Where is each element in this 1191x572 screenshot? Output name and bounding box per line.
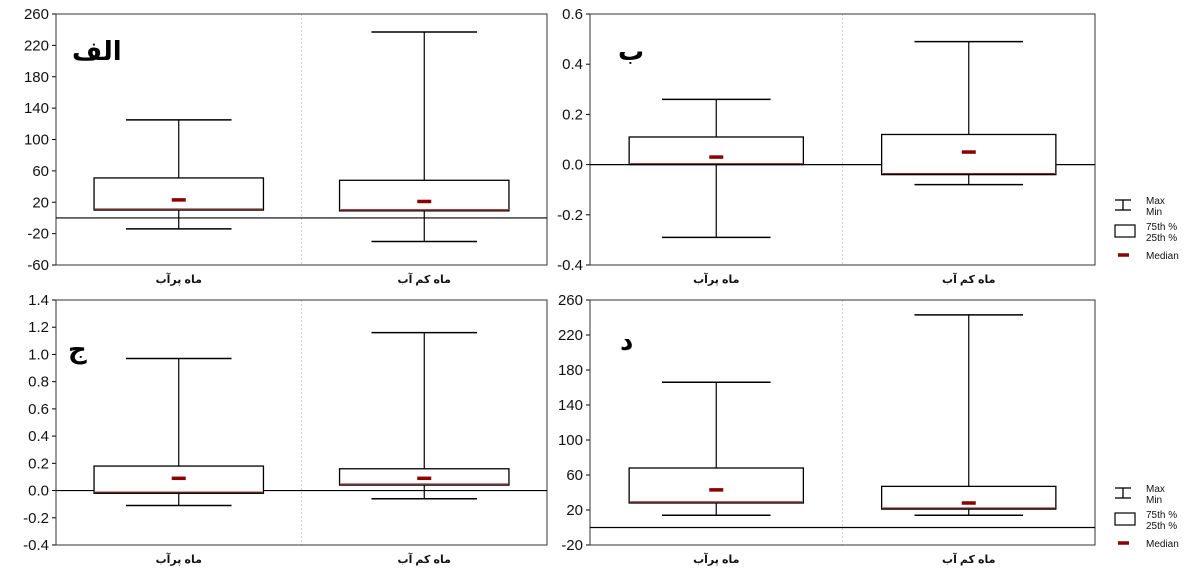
panel-letter: ب xyxy=(618,36,644,66)
y-tick-label: 220 xyxy=(558,327,583,344)
y-tick-label: 1.0 xyxy=(28,346,49,363)
y-tick-label: 20 xyxy=(32,194,49,211)
y-tick-label: 260 xyxy=(24,6,49,23)
y-tick-label: 180 xyxy=(24,69,49,86)
legend-median-label: Median xyxy=(1146,251,1179,262)
category-label: ماه کم آب xyxy=(942,552,995,566)
y-tick-label: -60 xyxy=(27,257,49,274)
chart-panel-2: 0.6 0.4 0.2 0.0 -0.2 -0.4 ماه پرآب ماه کم آب ب Ma… xyxy=(557,6,1179,286)
box-1: ماه پرآب xyxy=(93,119,265,286)
panel-letter: ج xyxy=(68,334,87,365)
legend-box-symbol xyxy=(1114,224,1136,238)
box-iqr xyxy=(93,177,265,211)
y-tick-label: 0.6 xyxy=(562,6,583,23)
legend-q3-label: 75th % xyxy=(1146,222,1177,233)
category-label: ماه پرآب xyxy=(693,272,739,286)
y-tick-label: 0.0 xyxy=(562,157,583,174)
legend-min-label: Min xyxy=(1146,207,1162,218)
y-tick-label: 100 xyxy=(558,432,583,449)
y-tick-label: -0.4 xyxy=(557,257,583,274)
y-tick-label: 260 xyxy=(558,292,583,309)
legend-box-symbol xyxy=(1114,512,1136,526)
y-tick-label: -0.4 xyxy=(23,537,49,554)
y-tick-label: 0.0 xyxy=(28,483,49,500)
y-tick-label: 60 xyxy=(566,467,583,484)
plot-frame xyxy=(589,13,1096,266)
y-tick-label: 0.2 xyxy=(28,455,49,472)
y-tick-label: 100 xyxy=(24,132,49,149)
legend-max-label: Max xyxy=(1146,484,1165,495)
legend-median-label: Median xyxy=(1146,539,1179,550)
category-label: ماه کم آب xyxy=(398,552,451,566)
box-1: ماه پرآب xyxy=(628,381,805,566)
y-tick-label: 140 xyxy=(558,397,583,414)
box-iqr xyxy=(628,136,805,166)
box-1: ماه پرآب xyxy=(93,357,265,566)
box-2: ماه کم آب xyxy=(880,40,1057,286)
y-tick-label: 0.6 xyxy=(28,401,49,418)
plot-frame xyxy=(589,299,1096,546)
legend-min-label: Min xyxy=(1146,495,1162,506)
chart-panel-1: 260 220 180 140 100 60 20 -20 -60 ماه پرآب ماه کم … xyxy=(24,6,548,286)
plot-frame xyxy=(55,299,548,546)
box-iqr xyxy=(880,485,1057,510)
y-tick-label: 60 xyxy=(32,163,49,180)
y-tick-label: 20 xyxy=(566,502,583,519)
legend-q3-label: 75th % xyxy=(1146,510,1177,521)
category-label: ماه کم آب xyxy=(398,272,451,286)
category-label: ماه پرآب xyxy=(156,272,202,286)
y-tick-label: -0.2 xyxy=(557,207,583,224)
legend-q1-label: 25th % xyxy=(1146,521,1177,532)
y-tick-label: 0.4 xyxy=(28,428,49,445)
y-tick-label: 0.4 xyxy=(562,56,583,73)
plot-frame xyxy=(55,13,548,266)
category-label: ماه کم آب xyxy=(942,272,995,286)
y-tick-label: 140 xyxy=(24,100,49,117)
y-tick-label: -20 xyxy=(561,537,583,554)
legend-max-label: Max xyxy=(1146,196,1165,207)
y-tick-label: 220 xyxy=(24,37,49,54)
category-label: ماه پرآب xyxy=(156,552,202,566)
box-2: ماه کم آب xyxy=(338,331,510,566)
legend-q1-label: 25th % xyxy=(1146,233,1177,244)
box-iqr xyxy=(880,133,1057,176)
category-label: ماه پرآب xyxy=(693,552,739,566)
box-2: ماه کم آب xyxy=(880,314,1057,566)
y-tick-label: 1.2 xyxy=(28,319,49,336)
y-tick-label: 1.4 xyxy=(28,292,49,309)
panel-letter: د xyxy=(620,326,633,356)
box-iqr xyxy=(338,179,510,212)
chart-panel-4: 260 220 180 140 100 60 20 -20 ماه پرآب ماه کم آب د… xyxy=(558,292,1179,566)
panel-letter: الف xyxy=(72,36,122,66)
box-2: ماه کم آب xyxy=(338,31,510,286)
box-iqr xyxy=(628,467,805,504)
y-tick-label: -20 xyxy=(27,226,49,243)
y-tick-label: -0.2 xyxy=(23,510,49,527)
y-tick-label: 180 xyxy=(558,362,583,379)
y-tick-label: 0.2 xyxy=(562,106,583,123)
y-tick-label: 0.8 xyxy=(28,374,49,391)
box-1: ماه پرآب xyxy=(628,98,805,286)
chart-panel-3: 1.4 1.2 1.0 0.8 0.6 0.4 0.2 0.0 -0.2 -0.4 ماه پرآب… xyxy=(23,292,548,566)
